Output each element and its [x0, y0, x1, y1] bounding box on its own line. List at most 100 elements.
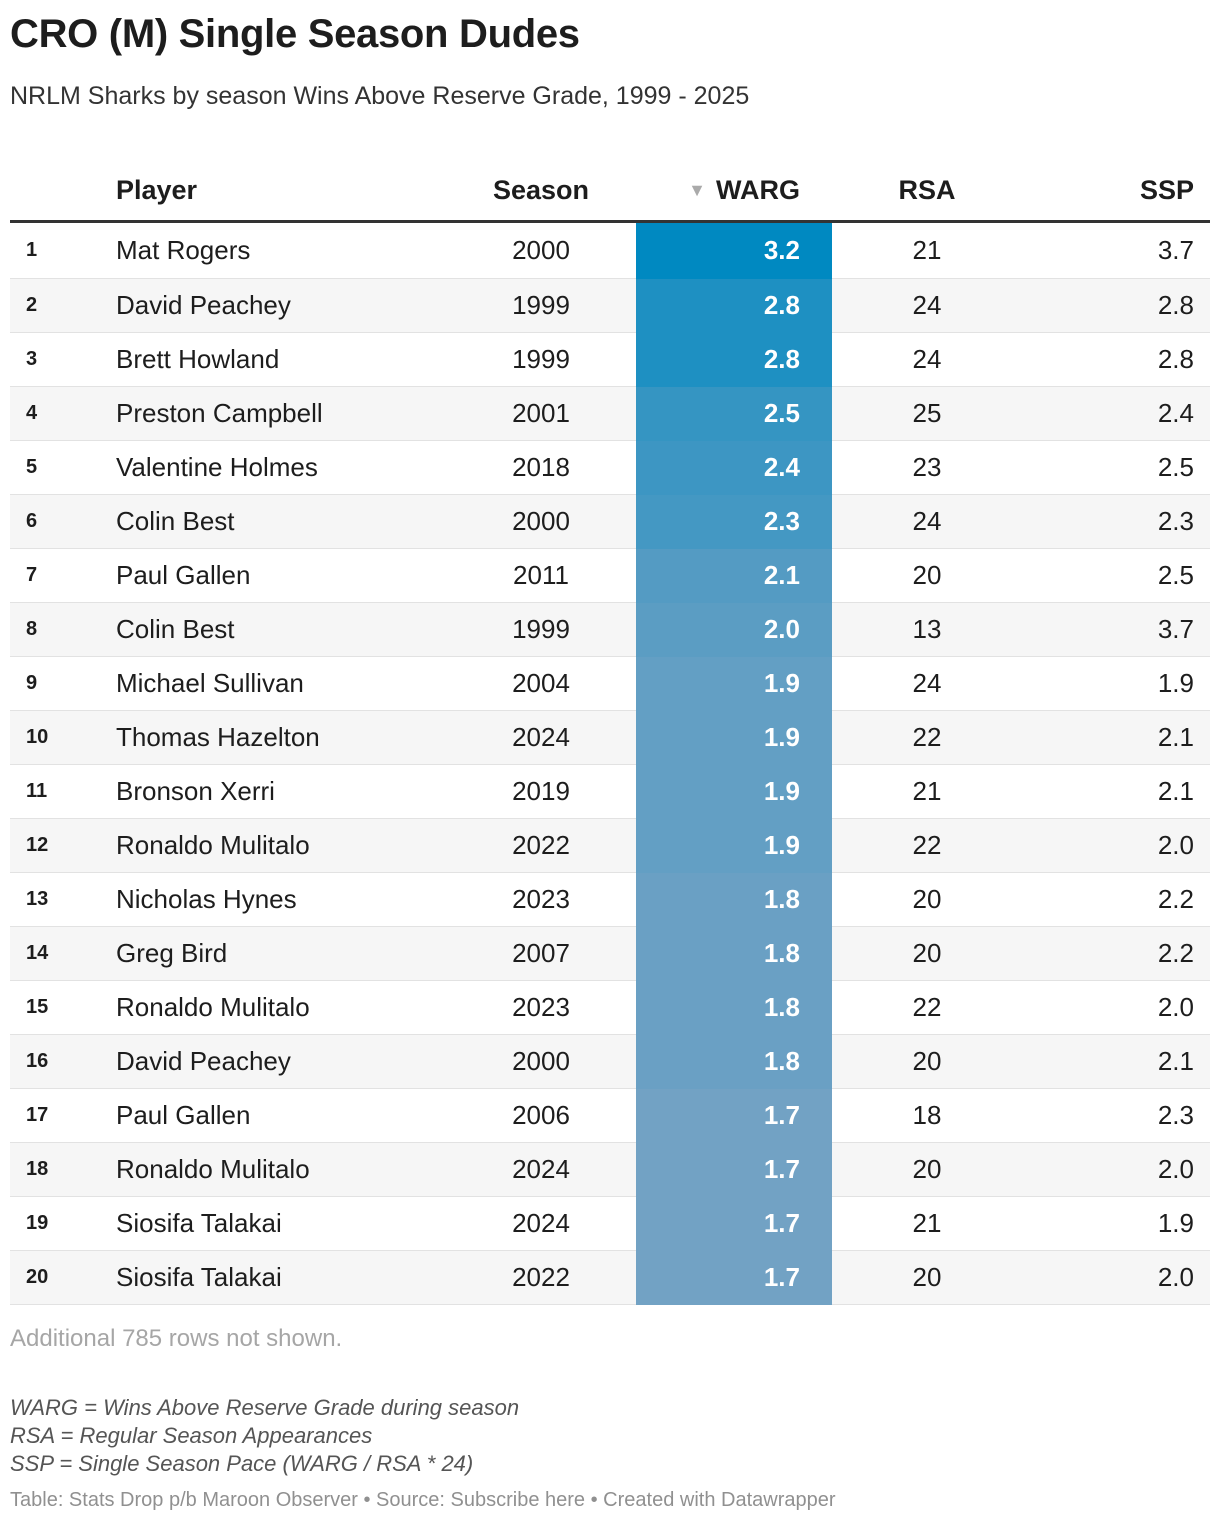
cell-season: 2023	[446, 872, 636, 927]
cell-warg: 1.9	[636, 710, 832, 765]
cell-player: Preston Campbell	[116, 386, 446, 441]
cell-season: 2004	[446, 656, 636, 711]
cell-warg: 1.7	[636, 1196, 832, 1251]
header-warg-label: WARG	[716, 174, 800, 205]
cell-season: 1999	[446, 602, 636, 657]
cell-ssp: 2.1	[1022, 710, 1210, 765]
cell-rank: 12	[10, 818, 116, 873]
header-rsa[interactable]: RSA	[832, 160, 1022, 223]
stats-table: Player Season ▼ WARG RSA SSP 1 Mat Rogers 2…	[10, 160, 1210, 1305]
cell-rsa: 18	[832, 1088, 1022, 1143]
cell-warg: 1.7	[636, 1142, 832, 1197]
legend-rsa: RSA = Regular Season Appearances	[10, 1423, 373, 1448]
cell-rank: 4	[10, 386, 116, 441]
cell-player: Siosifa Talakai	[116, 1250, 446, 1305]
table-row: 9 Michael Sullivan 2004 1.9 24 1.9	[10, 656, 1210, 711]
cell-ssp: 3.7	[1022, 221, 1210, 279]
cell-rsa: 13	[832, 602, 1022, 657]
cell-rsa: 25	[832, 386, 1022, 441]
cell-warg: 2.5	[636, 386, 832, 441]
cell-player: David Peachey	[116, 1034, 446, 1089]
header-season[interactable]: Season	[446, 160, 636, 223]
cell-warg: 1.9	[636, 818, 832, 873]
header-rank	[10, 160, 116, 223]
table-row: 4 Preston Campbell 2001 2.5 25 2.4	[10, 386, 1210, 441]
cell-ssp: 2.0	[1022, 1142, 1210, 1197]
table-row: 18 Ronaldo Mulitalo 2024 1.7 20 2.0	[10, 1142, 1210, 1197]
cell-ssp: 2.1	[1022, 764, 1210, 819]
cell-rsa: 21	[832, 1196, 1022, 1251]
cell-warg: 1.8	[636, 980, 832, 1035]
cell-warg: 2.8	[636, 278, 832, 333]
table-row: 15 Ronaldo Mulitalo 2023 1.8 22 2.0	[10, 980, 1210, 1035]
header-warg[interactable]: ▼ WARG	[636, 160, 832, 223]
cell-warg: 3.2	[636, 221, 832, 279]
cell-player: Colin Best	[116, 494, 446, 549]
cell-rsa: 22	[832, 710, 1022, 765]
header-ssp[interactable]: SSP	[1022, 160, 1210, 223]
cell-season: 2022	[446, 1250, 636, 1305]
cell-season: 2024	[446, 1196, 636, 1251]
legend-warg: WARG = Wins Above Reserve Grade during s…	[10, 1395, 520, 1420]
cell-ssp: 2.0	[1022, 1250, 1210, 1305]
cell-rsa: 24	[832, 656, 1022, 711]
cell-rank: 15	[10, 980, 116, 1035]
sort-down-triangle-icon: ▼	[688, 179, 706, 200]
cell-rank: 7	[10, 548, 116, 603]
cell-ssp: 2.8	[1022, 332, 1210, 387]
cell-warg: 2.0	[636, 602, 832, 657]
cell-ssp: 2.0	[1022, 818, 1210, 873]
cell-rsa: 22	[832, 980, 1022, 1035]
table-row: 19 Siosifa Talakai 2024 1.7 21 1.9	[10, 1196, 1210, 1251]
cell-rank: 14	[10, 926, 116, 981]
table-row: 10 Thomas Hazelton 2024 1.9 22 2.1	[10, 710, 1210, 765]
cell-rsa: 20	[832, 548, 1022, 603]
cell-rsa: 20	[832, 872, 1022, 927]
cell-season: 2006	[446, 1088, 636, 1143]
cell-player: Ronaldo Mulitalo	[116, 980, 446, 1035]
cell-rank: 9	[10, 656, 116, 711]
table-row: 17 Paul Gallen 2006 1.7 18 2.3	[10, 1088, 1210, 1143]
cell-rank: 10	[10, 710, 116, 765]
cell-player: Greg Bird	[116, 926, 446, 981]
table-row: 16 David Peachey 2000 1.8 20 2.1	[10, 1034, 1210, 1089]
cell-season: 2001	[446, 386, 636, 441]
cell-ssp: 2.8	[1022, 278, 1210, 333]
cell-season: 2007	[446, 926, 636, 981]
legend: WARG = Wins Above Reserve Grade during s…	[10, 1394, 519, 1478]
table-row: 14 Greg Bird 2007 1.8 20 2.2	[10, 926, 1210, 981]
cell-warg: 2.1	[636, 548, 832, 603]
cell-rank: 19	[10, 1196, 116, 1251]
cell-warg: 1.8	[636, 1034, 832, 1089]
cell-player: Ronaldo Mulitalo	[116, 1142, 446, 1197]
cell-player: Siosifa Talakai	[116, 1196, 446, 1251]
table-row: 20 Siosifa Talakai 2022 1.7 20 2.0	[10, 1250, 1210, 1305]
table-row: 11 Bronson Xerri 2019 1.9 21 2.1	[10, 764, 1210, 819]
cell-player: Nicholas Hynes	[116, 872, 446, 927]
table-header: Player Season ▼ WARG RSA SSP	[10, 160, 1210, 223]
cell-season: 1999	[446, 278, 636, 333]
cell-season: 2022	[446, 818, 636, 873]
cell-rank: 6	[10, 494, 116, 549]
table-body: 1 Mat Rogers 2000 3.2 21 3.7 2 David Peachey 199…	[10, 221, 1210, 1305]
cell-rank: 1	[10, 221, 116, 279]
page-title: CRO (M) Single Season Dudes	[10, 12, 580, 56]
cell-ssp: 2.5	[1022, 548, 1210, 603]
cell-warg: 1.9	[636, 764, 832, 819]
cell-rsa: 24	[832, 494, 1022, 549]
cell-player: Bronson Xerri	[116, 764, 446, 819]
cell-ssp: 2.0	[1022, 980, 1210, 1035]
header-player[interactable]: Player	[116, 160, 446, 223]
page-subtitle: NRLM Sharks by season Wins Above Reserve…	[10, 82, 750, 110]
cell-ssp: 2.2	[1022, 872, 1210, 927]
table-row: 6 Colin Best 2000 2.3 24 2.3	[10, 494, 1210, 549]
table-row: 5 Valentine Holmes 2018 2.4 23 2.5	[10, 440, 1210, 495]
cell-season: 2024	[446, 710, 636, 765]
cell-rank: 5	[10, 440, 116, 495]
cell-rsa: 21	[832, 221, 1022, 279]
cell-rank: 17	[10, 1088, 116, 1143]
cell-ssp: 2.2	[1022, 926, 1210, 981]
cell-warg: 2.3	[636, 494, 832, 549]
cell-season: 2000	[446, 1034, 636, 1089]
legend-ssp: SSP = Single Season Pace (WARG / RSA * 2…	[10, 1451, 474, 1476]
